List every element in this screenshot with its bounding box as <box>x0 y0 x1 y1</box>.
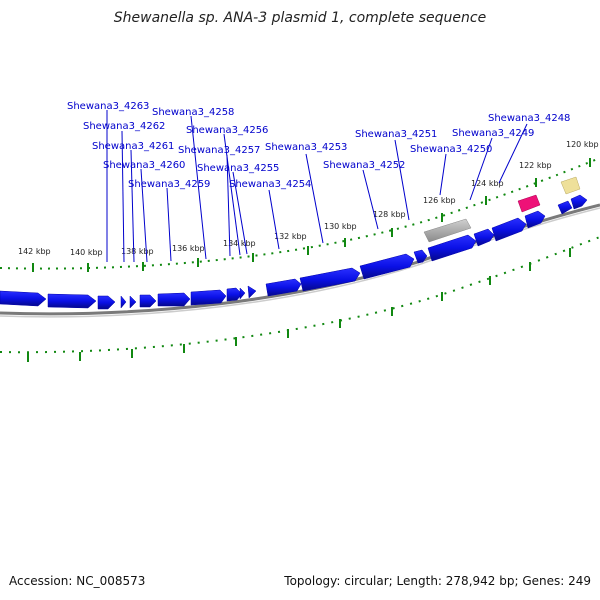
gene-arrow <box>120 295 127 309</box>
gene-arrow <box>97 295 116 310</box>
outer-tick-ring <box>0 157 600 270</box>
gene-arrow <box>265 278 302 297</box>
outer-major-ticks <box>32 158 591 272</box>
gene-label: Shewana3_4250 <box>410 144 492 155</box>
gene-arrow <box>129 295 137 309</box>
yellow-feature <box>560 176 581 195</box>
tick-label-140: 140 kbp <box>70 248 103 257</box>
gene-label: Shewana3_4255 <box>197 163 279 174</box>
tick-label-124: 124 kbp <box>471 179 504 188</box>
inner-major-ticks <box>27 248 571 362</box>
gene-labels: Shewana3_4263 Shewana3_4262 Shewana3_426… <box>67 101 570 190</box>
tick-label-130: 130 kbp <box>324 222 357 231</box>
tick-label-132: 132 kbp <box>274 232 307 241</box>
gene-label: Shewana3_4262 <box>83 121 165 132</box>
gene-label: Shewana3_4260 <box>103 160 185 171</box>
map-title: Shewanella sp. ANA-3 plasmid 1, complete… <box>113 10 487 26</box>
tick-label-134: 134 kbp <box>223 239 256 248</box>
tick-label-120: 120 kbp <box>566 140 599 149</box>
tick-label-142: 142 kbp <box>18 247 51 256</box>
gene-arrow <box>239 287 246 300</box>
gene-arrow <box>0 290 47 307</box>
pink-feature <box>517 194 541 213</box>
tick-label-122: 122 kbp <box>519 161 552 170</box>
gene-label: Shewana3_4252 <box>323 160 405 171</box>
gene-track <box>0 194 588 310</box>
tick-label-136: 136 kbp <box>172 244 205 253</box>
gene-label: Shewana3_4251 <box>355 129 437 140</box>
gene-label: Shewana3_4263 <box>67 101 149 112</box>
gene-arrow <box>570 194 588 210</box>
gene-arrow <box>226 287 243 302</box>
tick-label-138: 138 kbp <box>121 247 154 256</box>
summary-text: Topology: circular; Length: 278,942 bp; … <box>284 574 591 588</box>
gene-arrow <box>247 285 257 299</box>
grey-feature <box>423 218 472 243</box>
gene-arrow <box>47 293 97 309</box>
tick-label-128: 128 kbp <box>373 210 406 219</box>
gene-arrow <box>157 292 191 307</box>
accession-text: Accession: NC_008573 <box>9 574 146 588</box>
gene-arrow <box>139 294 157 308</box>
gene-arrow <box>190 289 227 306</box>
gene-label: Shewana3_4249 <box>452 128 534 139</box>
backbone-shadow <box>0 207 600 318</box>
gene-label: Shewana3_4261 <box>92 141 174 152</box>
gene-label: Shewana3_4257 <box>178 145 260 156</box>
gene-label: Shewana3_4254 <box>229 179 311 190</box>
gene-leader-lines <box>106 110 528 263</box>
gene-arrow <box>299 267 361 292</box>
tick-labels: 142 kbp 140 kbp 138 kbp 136 kbp 134 kbp … <box>18 140 599 257</box>
gene-arrow <box>413 249 428 264</box>
gene-arrow <box>359 253 415 280</box>
gene-label: Shewana3_4248 <box>488 113 570 124</box>
gene-label: Shewana3_4259 <box>128 179 210 190</box>
gene-arrow <box>473 228 495 247</box>
gene-label: Shewana3_4258 <box>152 107 234 118</box>
gene-label: Shewana3_4253 <box>265 142 347 153</box>
tick-label-126: 126 kbp <box>423 196 456 205</box>
gene-arrow <box>524 210 546 229</box>
gene-arrow <box>491 217 527 242</box>
gene-label: Shewana3_4256 <box>186 125 268 136</box>
gene-arrow <box>557 200 573 215</box>
gene-arrow <box>427 234 477 262</box>
